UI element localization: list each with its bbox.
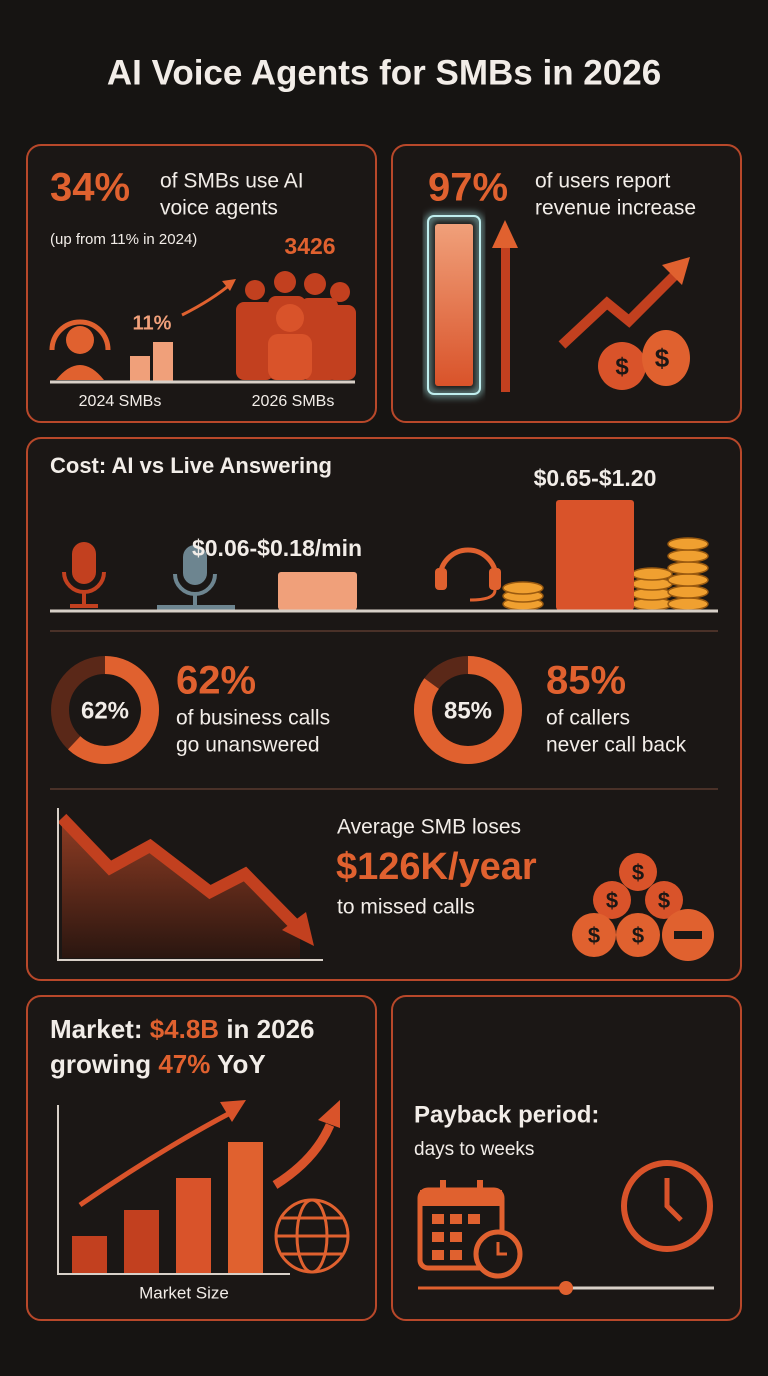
stat: 97% <box>428 166 508 210</box>
stat-text: of SMBs use AI <box>160 170 304 193</box>
svg-text:$: $ <box>588 923 600 948</box>
after-value: 3426 <box>284 233 335 259</box>
bar-icon <box>153 342 173 382</box>
stat: 34% <box>50 166 130 210</box>
market-line: growing 47% YoY <box>50 1049 266 1079</box>
svg-text:$: $ <box>632 923 644 948</box>
donut-label: 85% <box>444 697 492 724</box>
stat-text: revenue increase <box>535 197 696 220</box>
arrow-head <box>282 912 314 946</box>
stat-text: of users report <box>535 170 671 193</box>
bar-icon <box>176 1178 211 1274</box>
svg-text:$: $ <box>632 860 644 885</box>
svg-text:$: $ <box>658 888 670 913</box>
highlight: 47% <box>158 1049 210 1079</box>
coin-cluster: $$ $ $ $ <box>572 853 714 961</box>
headset-icon <box>435 547 501 602</box>
cost-label: $0.65-$1.20 <box>534 465 657 491</box>
donut-group <box>51 656 159 764</box>
cost-label: $0.06-$0.18/min <box>192 535 362 561</box>
growth-arrow <box>272 1123 335 1189</box>
calendar-icon <box>417 1180 523 1279</box>
growth-arrow <box>78 1109 234 1208</box>
donut-arc <box>68 656 159 764</box>
bar-frame <box>427 215 481 395</box>
stat-text: go unanswered <box>176 734 320 757</box>
donut-arc <box>414 656 522 764</box>
arrow-head <box>222 279 236 291</box>
bar-icon <box>556 500 634 610</box>
clock-icon <box>621 1160 713 1252</box>
svg-text:$: $ <box>606 888 618 913</box>
mic-icon <box>62 542 106 608</box>
arrow <box>501 245 510 392</box>
page-title: AI Voice Agents for SMBs in 2026 <box>107 53 661 92</box>
bar-icon <box>124 1210 159 1274</box>
trend-arrow <box>558 272 678 349</box>
svg-text:$: $ <box>655 343 670 373</box>
slider-knob <box>559 1281 573 1295</box>
axis <box>57 808 323 961</box>
axis-label: Market Size <box>139 1283 229 1302</box>
highlight: $4.8B <box>150 1014 219 1044</box>
stat: 62% <box>176 659 256 703</box>
text: Market: <box>50 1014 150 1044</box>
stat: $126K/year <box>336 846 537 888</box>
bar-icon <box>278 572 357 610</box>
stat-text: never call back <box>546 734 687 757</box>
decline-area <box>62 825 300 958</box>
crowd-icon <box>236 271 356 380</box>
decline-arrow <box>57 813 300 930</box>
bar-icon <box>228 1142 263 1274</box>
stat-text: of business calls <box>176 707 330 730</box>
text: YoY <box>210 1049 265 1079</box>
arrow-head <box>220 1100 246 1122</box>
stat: 85% <box>546 659 626 703</box>
before-value: 11% <box>133 312 172 334</box>
market-line: Market: $4.8B in 2026 <box>50 1014 315 1044</box>
arrow-head <box>662 257 690 285</box>
headset-icon <box>49 319 111 380</box>
text: in 2026 <box>219 1014 314 1044</box>
bar-icon <box>435 224 473 386</box>
donut-group <box>414 656 522 764</box>
arrow-head <box>492 220 518 248</box>
mic-icon <box>157 545 235 610</box>
section-title: Payback period: <box>414 1101 599 1128</box>
axis-label: 2024 SMBs <box>79 393 162 410</box>
note: (up from 11% in 2024) <box>50 231 197 248</box>
donut-label: 62% <box>81 697 129 724</box>
arrow-head <box>318 1100 340 1128</box>
stat-text: voice agents <box>160 197 278 220</box>
text: growing <box>50 1049 158 1079</box>
axis-label: 2026 SMBs <box>252 393 335 410</box>
bar-icon <box>72 1236 107 1274</box>
panel <box>26 995 377 1321</box>
subtitle: days to weeks <box>414 1139 534 1160</box>
money-bags: $ $ <box>598 330 690 390</box>
stat-text: of callers <box>546 707 630 730</box>
stat-text: to missed calls <box>337 896 475 919</box>
section-title: Cost: AI vs Live Answering <box>50 453 332 478</box>
bar-icon <box>130 356 150 382</box>
globe-icon <box>274 1198 350 1274</box>
svg-text:$: $ <box>615 353 629 380</box>
axis <box>57 1105 290 1275</box>
stat-text: Average SMB loses <box>337 816 521 839</box>
